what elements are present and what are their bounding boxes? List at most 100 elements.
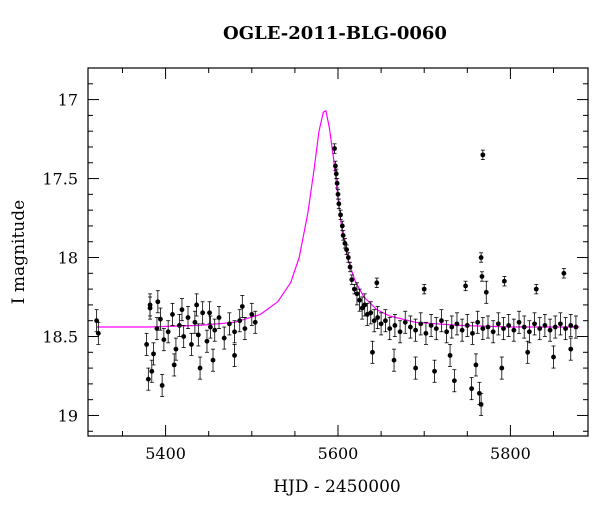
data-point bbox=[423, 330, 429, 336]
data-point bbox=[480, 152, 486, 158]
data-point bbox=[449, 324, 455, 330]
data-point bbox=[335, 191, 341, 197]
x-tick-label: 5600 bbox=[318, 444, 359, 463]
data-point bbox=[501, 326, 506, 332]
data-point bbox=[495, 321, 501, 327]
data-point bbox=[333, 171, 339, 177]
data-point bbox=[392, 323, 398, 328]
data-point bbox=[345, 255, 351, 260]
y-tick-label: 19 bbox=[58, 406, 78, 425]
data-point bbox=[226, 321, 232, 327]
data-point bbox=[573, 324, 579, 330]
data-point bbox=[454, 321, 460, 327]
x-axis-label: HJD - 2450000 bbox=[273, 477, 401, 497]
data-point bbox=[561, 270, 567, 276]
data-point bbox=[333, 163, 338, 169]
data-point bbox=[207, 310, 212, 316]
data-point bbox=[444, 329, 450, 335]
data-point bbox=[179, 307, 185, 313]
data-point bbox=[459, 327, 465, 333]
data-point bbox=[532, 321, 537, 327]
data-point bbox=[402, 319, 408, 325]
data-point bbox=[375, 315, 381, 320]
data-point bbox=[165, 329, 171, 335]
data-point bbox=[478, 402, 484, 407]
data-point bbox=[351, 286, 357, 292]
data-point bbox=[483, 289, 489, 295]
data-point bbox=[340, 233, 346, 238]
data-point bbox=[171, 362, 177, 368]
data-point bbox=[542, 323, 548, 328]
data-point bbox=[391, 357, 397, 363]
data-point bbox=[252, 319, 258, 325]
data-point bbox=[480, 326, 486, 332]
data-point bbox=[159, 383, 165, 388]
data-point bbox=[185, 315, 191, 320]
data-point bbox=[237, 318, 243, 324]
data-point bbox=[558, 321, 563, 327]
data-point bbox=[197, 365, 203, 371]
data-point bbox=[145, 376, 151, 382]
data-point bbox=[421, 286, 427, 292]
data-point bbox=[158, 316, 163, 322]
data-point bbox=[418, 321, 424, 327]
data-point bbox=[151, 351, 156, 357]
data-point bbox=[470, 330, 475, 336]
data-point bbox=[194, 302, 200, 308]
data-point bbox=[192, 319, 198, 325]
data-point bbox=[200, 310, 206, 316]
data-point bbox=[349, 277, 355, 283]
data-point bbox=[170, 311, 175, 317]
data-point bbox=[433, 326, 439, 332]
data-point bbox=[357, 297, 362, 303]
data-point bbox=[368, 310, 374, 316]
data-point bbox=[511, 327, 517, 333]
data-point bbox=[473, 362, 479, 368]
data-point bbox=[563, 326, 568, 332]
data-point bbox=[439, 318, 444, 324]
data-point bbox=[475, 319, 481, 325]
data-point bbox=[374, 280, 380, 286]
data-point bbox=[144, 341, 150, 347]
data-point bbox=[161, 337, 167, 343]
y-tick-label: 18 bbox=[58, 249, 78, 268]
data-point bbox=[552, 324, 558, 330]
data-point bbox=[339, 223, 345, 229]
data-point bbox=[383, 318, 388, 324]
data-point bbox=[521, 324, 527, 330]
x-tick-label: 5400 bbox=[145, 444, 186, 463]
data-point bbox=[370, 349, 375, 355]
data-point bbox=[463, 283, 468, 289]
data-point bbox=[189, 341, 194, 347]
plot-frame bbox=[87, 67, 589, 437]
data-point bbox=[221, 335, 227, 341]
data-point bbox=[208, 324, 213, 330]
axis-ticks: 5400 5600 5800 17 17.5 18 18.5 19 bbox=[42, 68, 588, 463]
data-point bbox=[204, 338, 210, 344]
data-point bbox=[336, 201, 342, 207]
data-point bbox=[506, 323, 512, 328]
data-point bbox=[334, 180, 340, 186]
model-curve bbox=[96, 109, 580, 328]
data-point bbox=[479, 274, 485, 279]
data-point bbox=[173, 346, 179, 352]
data-point bbox=[95, 330, 101, 336]
data-point bbox=[155, 299, 161, 305]
data-point bbox=[485, 324, 491, 330]
data-point bbox=[181, 334, 187, 339]
data-point bbox=[344, 247, 350, 253]
data-point bbox=[354, 291, 360, 297]
data-point bbox=[371, 318, 377, 324]
data-point bbox=[525, 349, 531, 355]
data-point bbox=[249, 311, 255, 317]
data-point bbox=[212, 327, 218, 333]
y-tick-label: 17.5 bbox=[42, 170, 78, 189]
data-point bbox=[533, 286, 539, 292]
data-point bbox=[149, 368, 155, 374]
data-point bbox=[408, 324, 413, 330]
data-point bbox=[469, 386, 475, 392]
data-point bbox=[451, 378, 457, 384]
data-point bbox=[239, 304, 245, 309]
data-points-group bbox=[94, 143, 579, 416]
